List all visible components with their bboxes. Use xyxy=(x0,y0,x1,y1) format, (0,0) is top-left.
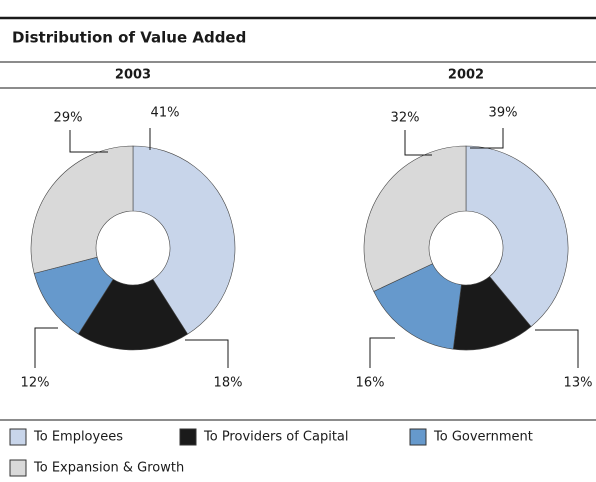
leader-line xyxy=(470,128,504,149)
donut-slice xyxy=(132,145,236,335)
legend-swatch xyxy=(179,428,197,446)
leader-line xyxy=(404,130,432,156)
data-label: 18% xyxy=(214,376,243,391)
data-label: 32% xyxy=(391,111,420,126)
legend-swatch xyxy=(9,459,27,477)
data-label: 41% xyxy=(151,106,180,121)
chart-subtitle: 2002 xyxy=(448,68,484,83)
leader-line xyxy=(535,329,579,368)
data-label: 39% xyxy=(489,106,518,121)
leader-line xyxy=(69,130,108,153)
legend-label: To Expansion & Growth xyxy=(33,461,184,476)
donut-slice xyxy=(363,145,467,292)
leader-line xyxy=(369,337,395,368)
legend-label: To Government xyxy=(433,430,533,445)
data-label: 13% xyxy=(564,376,593,391)
chart-title: Distribution of Value Added xyxy=(12,29,246,47)
donut-slice xyxy=(30,145,134,274)
legend-swatch xyxy=(409,428,427,446)
leader-line xyxy=(34,327,58,368)
leader-line xyxy=(185,339,229,368)
legend-label: To Providers of Capital xyxy=(203,430,349,445)
donut-slice xyxy=(465,145,569,328)
donut-slice xyxy=(77,278,189,351)
chart-subtitle: 2003 xyxy=(115,68,151,83)
legend-swatch xyxy=(9,428,27,446)
legend-label: To Employees xyxy=(33,430,123,445)
data-label: 16% xyxy=(356,376,385,391)
data-label: 29% xyxy=(54,111,83,126)
data-label: 12% xyxy=(21,376,50,391)
donut-slice xyxy=(373,263,462,350)
